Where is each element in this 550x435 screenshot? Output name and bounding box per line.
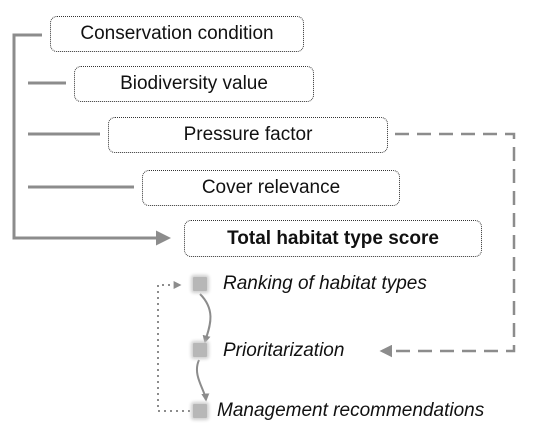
feedback-dotted-line xyxy=(157,281,190,412)
step-arrow-2 xyxy=(196,359,210,402)
pressure-dashed-line xyxy=(379,132,516,358)
factor-box-conservation: Conservation condition xyxy=(50,16,304,52)
step-label-management: Management recommendations xyxy=(217,400,485,421)
step-label-prioritarization: Prioritarization xyxy=(223,340,345,361)
main-trunk-line xyxy=(12,33,171,246)
total-score-box: Total habitat type score xyxy=(184,220,482,257)
factor-label: Cover relevance xyxy=(201,177,341,198)
step-marker-management xyxy=(193,404,207,418)
factor-box-cover: Cover relevance xyxy=(142,170,400,206)
step-label-ranking: Ranking of habitat types xyxy=(223,273,427,294)
total-score-label: Total habitat type score xyxy=(227,227,439,249)
factor-label: Biodiversity value xyxy=(120,73,268,94)
factor-box-pressure: Pressure factor xyxy=(108,117,388,153)
factor-label: Conservation condition xyxy=(80,23,274,44)
step-marker-prioritarization xyxy=(193,343,207,357)
step-marker-ranking xyxy=(193,277,207,291)
step-arrow-1 xyxy=(199,293,212,344)
factor-label: Pressure factor xyxy=(183,124,313,145)
factor-box-biodiversity: Biodiversity value xyxy=(74,66,314,102)
